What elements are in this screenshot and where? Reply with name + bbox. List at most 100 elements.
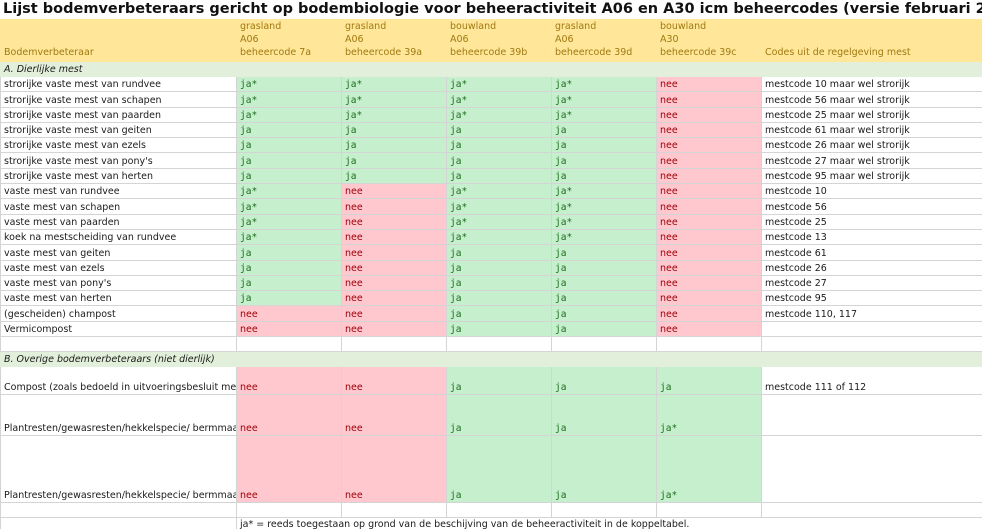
status-cell[interactable]: nee [236, 394, 342, 437]
status-cell[interactable]: nee [341, 366, 447, 396]
status-cell[interactable]: ja [446, 394, 552, 437]
status-cell[interactable]: nee [341, 274, 447, 292]
status-cell[interactable]: nee [656, 228, 762, 246]
status-cell[interactable]: ja* [446, 75, 552, 93]
status-cell[interactable]: ja* [446, 228, 552, 246]
status-cell[interactable]: ja [341, 167, 447, 185]
status-cell[interactable]: ja [551, 152, 657, 169]
mestcode-cell[interactable] [761, 394, 982, 437]
status-cell[interactable]: ja [551, 121, 657, 139]
status-cell[interactable]: ja* [551, 183, 657, 200]
status-cell[interactable]: ja* [446, 198, 552, 215]
status-cell[interactable]: ja [236, 152, 342, 169]
status-cell[interactable]: nee [656, 121, 762, 139]
status-cell[interactable]: ja [551, 366, 657, 396]
status-cell[interactable]: ja [446, 305, 552, 322]
bodemverbeteraar-name[interactable]: vaste mest van schapen [0, 198, 237, 215]
status-cell[interactable]: ja [236, 290, 342, 307]
mestcode-cell[interactable]: mestcode 61 [761, 244, 982, 261]
status-cell[interactable]: nee [236, 366, 342, 396]
status-cell[interactable]: ja* [551, 91, 657, 108]
empty-cell[interactable] [341, 502, 447, 519]
empty-cell[interactable] [446, 502, 552, 519]
bodemverbeteraar-name[interactable]: vaste mest van pony's [0, 274, 237, 292]
status-cell[interactable]: ja* [446, 91, 552, 108]
status-cell[interactable]: ja [446, 274, 552, 292]
status-cell[interactable]: ja [446, 137, 552, 154]
empty-cell[interactable] [236, 502, 342, 519]
section-title[interactable]: A. Dierlijke mest [0, 61, 982, 77]
status-cell[interactable]: ja* [446, 183, 552, 200]
status-cell[interactable]: ja [446, 152, 552, 169]
bodemverbeteraar-name[interactable]: strorijke vaste mest van geiten [0, 121, 237, 139]
bodemverbeteraar-name[interactable]: Plantresten/gewasresten/hekkelspecie/ be… [0, 435, 237, 504]
status-cell[interactable]: nee [341, 435, 447, 504]
mestcode-cell[interactable]: mestcode 56 [761, 198, 982, 215]
header-col-39d[interactable]: grasland A06 beheercode 39d [551, 19, 657, 62]
status-cell[interactable]: nee [656, 213, 762, 230]
status-cell[interactable]: nee [656, 183, 762, 200]
bodemverbeteraar-name[interactable]: koek na mestscheiding van rundvee [0, 228, 237, 246]
bodemverbeteraar-name[interactable]: vaste mest van rundvee [0, 183, 237, 200]
mestcode-cell[interactable]: mestcode 56 maar wel strorijk [761, 91, 982, 108]
bodemverbeteraar-name[interactable]: strorijke vaste mest van ezels [0, 137, 237, 154]
mestcode-cell[interactable]: mestcode 26 [761, 259, 982, 276]
empty-cell[interactable] [341, 336, 447, 353]
empty-cell[interactable] [446, 336, 552, 353]
bodemverbeteraar-name[interactable]: strorijke vaste mest van herten [0, 167, 237, 185]
status-cell[interactable]: nee [656, 244, 762, 261]
status-cell[interactable]: nee [236, 320, 342, 338]
empty-cell[interactable] [0, 502, 237, 519]
bodemverbeteraar-name[interactable]: vaste mest van herten [0, 290, 237, 307]
status-cell[interactable]: ja [551, 320, 657, 338]
mestcode-cell[interactable]: mestcode 10 [761, 183, 982, 200]
mestcode-cell[interactable]: mestcode 110, 117 [761, 305, 982, 322]
empty-cell[interactable] [761, 336, 982, 353]
status-cell[interactable]: ja [551, 244, 657, 261]
status-cell[interactable]: ja [551, 394, 657, 437]
status-cell[interactable]: ja* [551, 106, 657, 123]
status-cell[interactable]: nee [341, 183, 447, 200]
status-cell[interactable]: nee [656, 91, 762, 108]
status-cell[interactable]: ja [341, 121, 447, 139]
status-cell[interactable]: ja* [551, 75, 657, 93]
bodemverbeteraar-name[interactable]: Compost (zoals bedoeld in uitvoeringsbes… [0, 366, 237, 396]
status-cell[interactable]: ja* [341, 75, 447, 93]
status-cell[interactable]: nee [236, 305, 342, 322]
status-cell[interactable]: ja [446, 259, 552, 276]
status-cell[interactable]: ja* [236, 75, 342, 93]
status-cell[interactable]: nee [341, 244, 447, 261]
bodemverbeteraar-name[interactable]: vaste mest van paarden [0, 213, 237, 230]
header-col-7a[interactable]: grasland A06 beheercode 7a [236, 19, 342, 62]
mestcode-cell[interactable]: mestcode 27 maar wel strorijk [761, 152, 982, 169]
mestcode-cell[interactable]: mestcode 61 maar wel strorijk [761, 121, 982, 139]
header-col-39a[interactable]: grasland A06 beheercode 39a [341, 19, 447, 62]
status-cell[interactable]: ja* [236, 198, 342, 215]
status-cell[interactable]: ja [236, 137, 342, 154]
status-cell[interactable]: nee [341, 305, 447, 322]
status-cell[interactable]: ja [446, 121, 552, 139]
header-first-col[interactable]: Bodemverbeteraar [0, 19, 237, 62]
status-cell[interactable]: nee [656, 274, 762, 292]
status-cell[interactable]: ja [446, 167, 552, 185]
bodemverbeteraar-name[interactable]: strorijke vaste mest van rundvee [0, 75, 237, 93]
status-cell[interactable]: ja [446, 244, 552, 261]
bodemverbeteraar-name[interactable]: vaste mest van ezels [0, 259, 237, 276]
status-cell[interactable]: nee [656, 167, 762, 185]
mestcode-cell[interactable]: mestcode 26 maar wel strorijk [761, 137, 982, 154]
status-cell[interactable]: ja [236, 244, 342, 261]
status-cell[interactable]: ja* [341, 106, 447, 123]
status-cell[interactable]: nee [341, 259, 447, 276]
bodemverbeteraar-name[interactable]: strorijke vaste mest van pony's [0, 152, 237, 169]
status-cell[interactable]: ja [551, 305, 657, 322]
status-cell[interactable]: nee [656, 137, 762, 154]
empty-cell[interactable] [551, 502, 657, 519]
status-cell[interactable]: ja [551, 259, 657, 276]
status-cell[interactable]: ja* [236, 106, 342, 123]
mestcode-cell[interactable]: mestcode 10 maar wel strorijk [761, 75, 982, 93]
empty-cell[interactable] [656, 336, 762, 353]
status-cell[interactable]: ja [236, 121, 342, 139]
status-cell[interactable]: ja* [236, 213, 342, 230]
status-cell[interactable]: nee [656, 152, 762, 169]
status-cell[interactable]: ja* [551, 198, 657, 215]
